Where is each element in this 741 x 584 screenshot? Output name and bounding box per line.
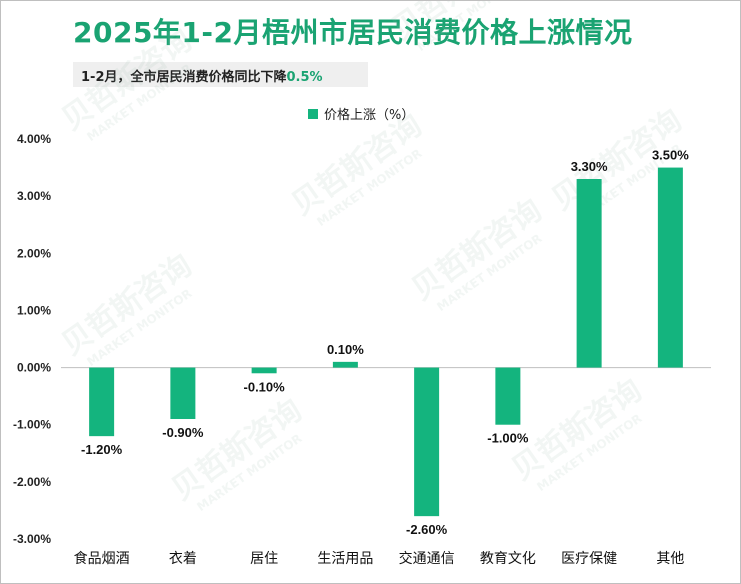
y-tick-label: 0.00% [17,361,51,375]
bar [495,367,521,425]
y-tick-label: -2.00% [13,475,51,489]
x-tick-label: 其他 [656,551,684,567]
bar [251,367,277,374]
data-label: 3.50% [652,148,689,163]
x-tick-label: 生活用品 [317,551,373,567]
y-tick-label: 3.00% [17,189,51,203]
bars [89,167,683,517]
bar [332,361,358,368]
y-tick-label: -3.00% [13,532,51,546]
legend-swatch [308,109,318,119]
y-tick-label: -1.00% [13,418,51,432]
legend: 价格上涨（%） [308,107,414,123]
x-tick-label: 衣着 [169,551,197,567]
data-labels: -1.20% -0.90% -0.10% 0.10% -2.60% -1.00% 3.30%… [81,148,689,538]
legend-label: 价格上涨（%） [324,107,414,123]
data-label: -1.00% [487,431,529,446]
subtitle-highlight: 0.5% [286,70,323,85]
bar [414,367,440,517]
y-axis: 4.00% 3.00% 2.00% 1.00% 0.00% -1.00% -2.00% -3.… [13,132,51,546]
bar [576,179,602,368]
bar [89,367,115,437]
bar [170,367,196,419]
x-tick-label: 交通通信 [399,550,455,567]
data-label: 0.10% [327,342,364,357]
data-label: 3.30% [571,159,608,174]
subtitle-text: 1-2月，全市居民消费价格同比下降 [81,70,287,85]
subtitle-box: 1-2月，全市居民消费价格同比下降0.5% [73,62,368,87]
y-tick-label: 2.00% [17,246,51,260]
x-tick-label: 食品烟酒 [74,550,130,567]
data-label: -0.90% [162,425,204,440]
chart-title: 2025年1-2月梧州市居民消费价格上涨情况 [73,16,633,49]
x-axis: 食品烟酒 衣着 居住 生活用品 交通通信 教育文化 医疗保健 其他 [74,550,685,567]
y-tick-label: 4.00% [17,132,51,146]
bar [657,167,683,368]
data-label: -0.10% [244,379,286,394]
subtitle: 1-2月，全市居民消费价格同比下降0.5% [81,66,323,85]
x-tick-label: 医疗保健 [561,551,617,567]
x-tick-label: 教育文化 [480,551,536,567]
y-tick-label: 1.00% [17,303,51,317]
data-label: -2.60% [406,522,448,537]
data-label: -1.20% [81,442,123,457]
x-tick-label: 居住 [250,551,278,567]
